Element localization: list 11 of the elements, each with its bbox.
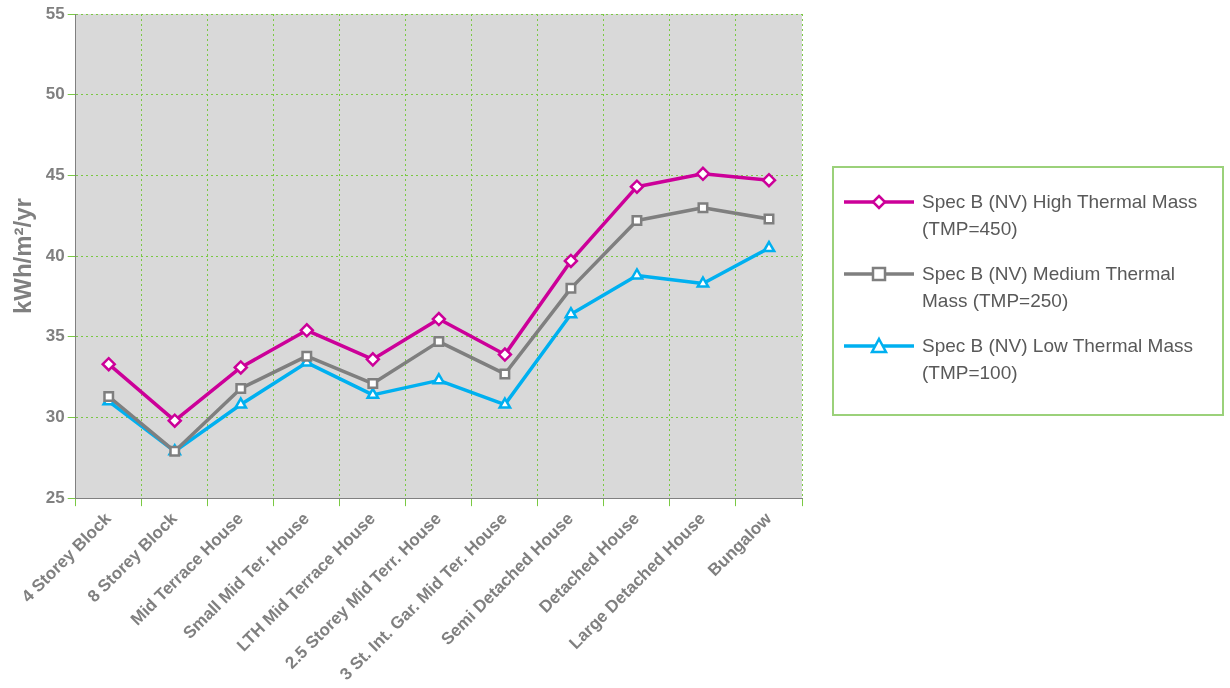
y-tick-label: 55 xyxy=(45,3,65,23)
y-tick-label: 50 xyxy=(45,84,65,104)
legend-label: Spec B (NV) Medium Thermal Mass (TMP=250) xyxy=(922,262,1177,313)
legend-label: Spec B (NV) High Thermal Mass (TMP=450) xyxy=(922,190,1199,241)
y-tick-label: 30 xyxy=(45,407,65,427)
y-axis-title: kWh/m²/yr xyxy=(9,198,37,315)
y-tick-label: 40 xyxy=(45,245,65,265)
y-tick-label: 45 xyxy=(45,165,65,185)
y-tick-label: 35 xyxy=(45,326,65,346)
y-tick-label: 25 xyxy=(45,487,65,507)
legend-label: Spec B (NV) Low Thermal Mass (TMP=100) xyxy=(922,334,1194,385)
